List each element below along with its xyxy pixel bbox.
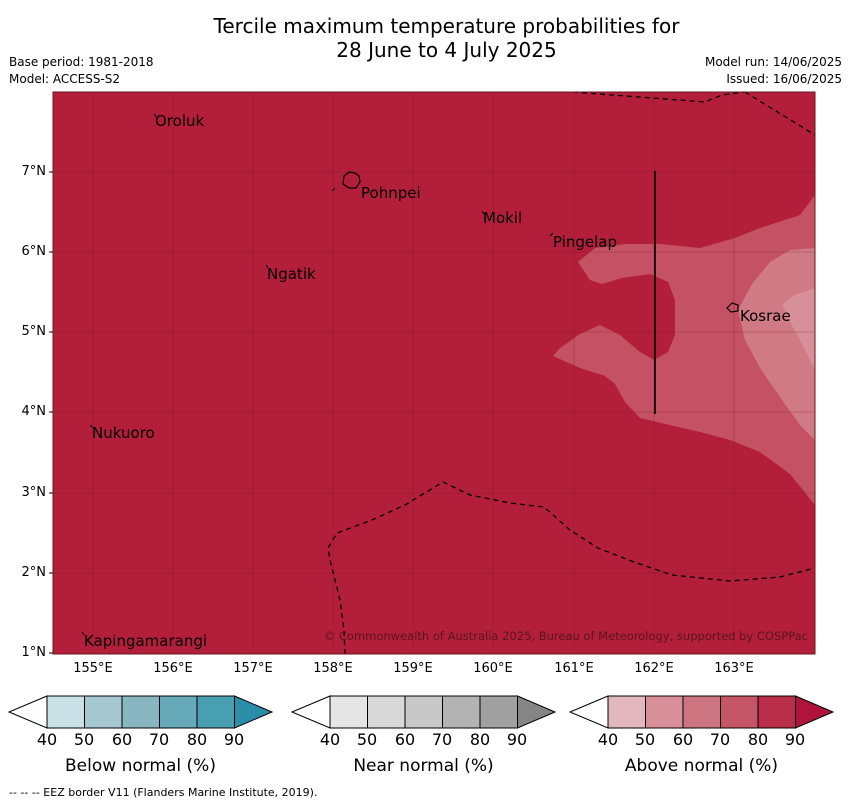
lat-label: 5°N [21,324,47,339]
place-label-nukuoro: Nukuoro [92,424,155,442]
colorbar-above [568,695,835,729]
colorbar-tick: 80 [747,730,769,749]
colorbar-below [7,695,274,729]
island-mark [89,424,94,429]
colorbar-tick: 70 [431,730,453,749]
place-label-kapingamarangi: Kapingamarangi [84,632,207,650]
colorbar-label-above: Above normal (%) [624,756,779,776]
place-label-oroluk: Oroluk [155,112,204,130]
colorbar-tick: 50 [634,730,656,749]
meta-right: Model run: 14/06/2025 Issued: 16/06/2025 [705,54,842,88]
place-label-ngatik: Ngatik [267,265,316,283]
title-line-2: 28 June to 4 July 2025 [336,38,557,62]
kosrae-island-outline [726,302,739,313]
lon-label: 161°E [554,661,594,676]
colorbar-tick: 70 [709,730,731,749]
lon-label: 163°E [714,661,754,676]
colorbar-tick: 90 [223,730,245,749]
colorbar-tick: 60 [394,730,416,749]
map-border [52,91,816,655]
colorbar-label-below: Below normal (%) [65,756,216,776]
colorbar-tick: 60 [111,730,133,749]
colorbar-tick: 90 [506,730,528,749]
eez-borders [327,92,815,654]
island-mark [153,113,157,118]
model-run: Model run: 14/06/2025 [704,55,842,69]
lat-label: 4°N [21,404,47,419]
island-mark [265,264,269,269]
colorbar-tick: 50 [73,730,95,749]
lat-label: 1°N [21,645,47,660]
colorbar-label-near: Near normal (%) [353,756,494,776]
title-line-1: Tercile maximum temperature probabilitie… [213,14,680,38]
model-name: Model: ACCESS-S2 [9,72,121,86]
issued-date: Issued: 16/06/2025 [726,72,842,86]
lon-label: 156°E [153,661,193,676]
grid-lines [53,92,815,654]
meta-left: Base period: 1981-2018 Model: ACCESS-S2 [9,54,154,88]
lon-label: 158°E [313,661,353,676]
chart-title: Tercile maximum temperature probabilitie… [0,14,850,62]
colorbar-tick: 40 [319,730,341,749]
lat-label: 2°N [21,565,47,580]
island-mark [481,210,485,215]
lon-label: 160°E [473,661,513,676]
copyright-notice: © Commonwealth of Australia 2025, Bureau… [324,629,808,643]
lat-label: 7°N [21,164,47,179]
place-label-mokil: Mokil [483,209,522,227]
place-label-pohnpei: Pohnpei [361,184,421,202]
place-label-kosrae: Kosrae [740,307,791,325]
island-mark [331,187,336,192]
lon-label: 162°E [634,661,674,676]
colorbar-near [290,695,557,729]
colorbar-tick: 60 [672,730,694,749]
pohnpei-island-outline [342,171,361,189]
colorbar-tick: 90 [784,730,806,749]
place-label-pingelap: Pingelap [553,233,617,251]
lat-label: 3°N [21,485,47,500]
prob-zone-50 [782,288,815,370]
island-mark [549,232,554,237]
island-mark [81,631,85,636]
colorbar-tick: 80 [186,730,208,749]
eez-footnote: -- -- -- EEZ border V11 (Flanders Marine… [9,786,318,799]
lon-label: 159°E [393,661,433,676]
base-period: Base period: 1981-2018 [9,55,154,69]
prob-zone-70 [553,195,815,505]
colorbar-tick: 80 [469,730,491,749]
colorbar-tick: 70 [148,730,170,749]
lat-label: 6°N [21,244,47,259]
lon-label: 157°E [233,661,273,676]
colorbar-tick: 40 [597,730,619,749]
colorbar-tick: 40 [36,730,58,749]
lon-label: 155°E [73,661,113,676]
colorbar-tick: 50 [356,730,378,749]
